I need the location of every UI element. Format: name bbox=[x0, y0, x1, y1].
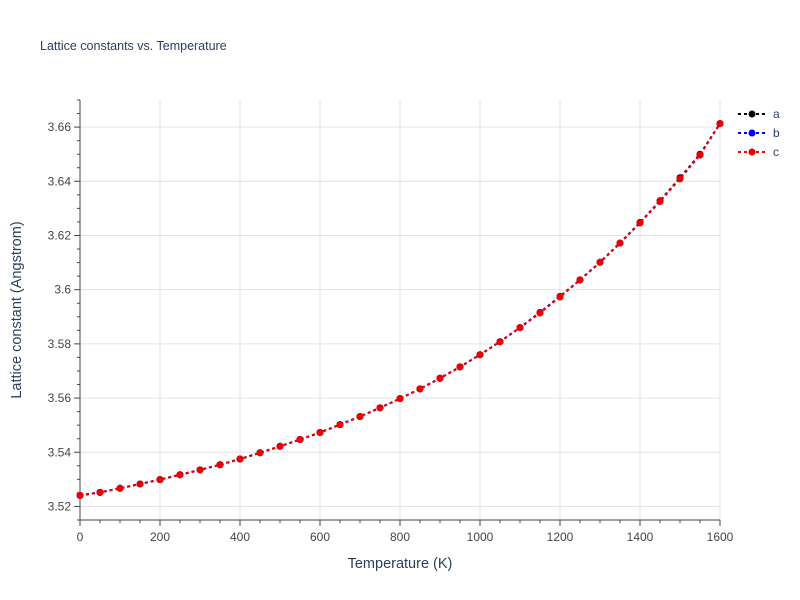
legend[interactable]: abc bbox=[738, 107, 780, 159]
legend-item-b[interactable]: b bbox=[738, 126, 780, 140]
y-tick-label: 3.52 bbox=[48, 499, 72, 513]
legend-marker bbox=[748, 148, 756, 156]
data-point-c bbox=[496, 338, 504, 346]
x-tick-label: 1200 bbox=[547, 530, 574, 544]
legend-label: a bbox=[773, 107, 780, 121]
data-point-c bbox=[296, 436, 304, 444]
y-tick-label: 3.66 bbox=[48, 120, 72, 134]
data-point-c bbox=[476, 351, 484, 359]
data-point-c bbox=[376, 404, 384, 412]
data-point-c bbox=[336, 421, 344, 429]
data-point-c bbox=[116, 484, 124, 492]
legend-label: c bbox=[773, 145, 779, 159]
x-tick-label: 600 bbox=[310, 530, 330, 544]
data-point-c bbox=[316, 428, 324, 436]
data-point-c bbox=[676, 175, 684, 183]
data-point-c bbox=[196, 466, 204, 474]
x-tick-label: 800 bbox=[390, 530, 410, 544]
data-point-c bbox=[516, 324, 524, 332]
legend-marker bbox=[748, 129, 756, 137]
legend-marker bbox=[748, 110, 756, 118]
data-point-c bbox=[436, 374, 444, 382]
data-point-c bbox=[616, 239, 624, 247]
data-point-c bbox=[136, 480, 144, 488]
legend-item-c[interactable]: c bbox=[738, 145, 779, 159]
data-point-c bbox=[216, 461, 224, 469]
data-point-c bbox=[156, 476, 164, 484]
data-point-c bbox=[636, 219, 644, 227]
x-axis-title: Temperature (K) bbox=[348, 556, 453, 572]
data-point-c bbox=[276, 442, 284, 450]
x-tick-label: 0 bbox=[77, 530, 84, 544]
y-tick-label: 3.58 bbox=[48, 337, 72, 351]
y-tick-label: 3.56 bbox=[48, 391, 72, 405]
data-point-c bbox=[256, 449, 264, 457]
y-tick-label: 3.64 bbox=[48, 174, 72, 188]
x-tick-label: 1000 bbox=[467, 530, 494, 544]
data-point-c bbox=[236, 455, 244, 463]
legend-item-a[interactable]: a bbox=[738, 107, 780, 121]
data-point-c bbox=[456, 363, 464, 371]
series-line-c bbox=[79, 123, 721, 497]
axes: 0 200 400 600 800 1000 1200 1400 1600 3.52 3.54 3.5… bbox=[48, 99, 734, 544]
data-point-c bbox=[596, 258, 604, 266]
y-tick-label: 3.6 bbox=[54, 283, 71, 297]
y-tick-label: 3.62 bbox=[48, 228, 72, 242]
data-point-c bbox=[576, 276, 584, 284]
y-axis-title: Lattice constant (Angstrom) bbox=[9, 221, 25, 398]
data-point-c bbox=[556, 293, 564, 301]
data-point-c bbox=[76, 491, 84, 499]
y-tick-label: 3.54 bbox=[48, 445, 72, 459]
data-point-c bbox=[536, 309, 544, 317]
series-layer bbox=[76, 120, 724, 499]
data-point-c bbox=[656, 197, 664, 205]
data-point-c bbox=[696, 151, 704, 159]
x-tick-label: 200 bbox=[150, 530, 170, 544]
chart-title: Lattice constants vs. Temperature bbox=[40, 39, 227, 53]
data-point-c bbox=[176, 471, 184, 479]
data-point-c bbox=[396, 395, 404, 403]
grid bbox=[80, 100, 721, 520]
data-point-c bbox=[716, 120, 724, 128]
data-point-c bbox=[96, 488, 104, 496]
series-c bbox=[76, 120, 724, 499]
data-point-c bbox=[356, 412, 364, 420]
data-point-c bbox=[416, 385, 424, 393]
x-tick-label: 1600 bbox=[707, 530, 734, 544]
x-tick-label: 400 bbox=[230, 530, 250, 544]
x-tick-label: 1400 bbox=[627, 530, 654, 544]
legend-label: b bbox=[773, 126, 780, 140]
